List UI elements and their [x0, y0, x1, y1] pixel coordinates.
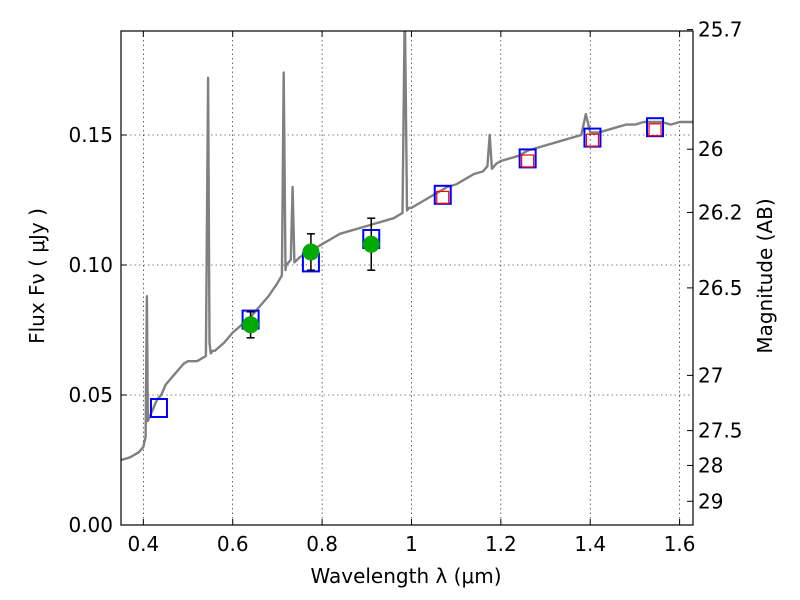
- y-axis-label: Flux Fν ( μJy ): [25, 208, 49, 344]
- red-square-point: [648, 123, 662, 137]
- y2-tick-label: 26.2: [698, 200, 743, 224]
- y-tick-label: 0.10: [68, 253, 113, 277]
- x-tick-label: 0.4: [127, 532, 159, 556]
- y2-tick-label: 29: [698, 489, 723, 513]
- observed-flux-point: [362, 235, 380, 253]
- x-tick-label: 0.8: [306, 532, 338, 556]
- y2-tick-label: 26: [698, 137, 723, 161]
- y2-tick-label: 27: [698, 363, 723, 387]
- y2-tick-label: 28: [698, 453, 723, 477]
- y2-ticks: 25.7 26 26.2 26.5 27 27.5 28 29: [687, 18, 743, 513]
- y2-tick-label: 25.7: [698, 18, 743, 42]
- x-axis-label: Wavelength λ (μm): [310, 564, 501, 588]
- model-square-point: [149, 398, 168, 418]
- x-ticks: 0.4 0.6 0.8 1 1.2 1.4 1.6: [127, 31, 696, 556]
- x-tick-label: 1.4: [574, 532, 606, 556]
- y-ticks: 0.00 0.05 0.10 0.15: [68, 123, 127, 537]
- observed-flux-point: [302, 243, 320, 261]
- x-tick-label: 1.2: [485, 532, 517, 556]
- y-tick-label: 0.15: [68, 123, 113, 147]
- y2-tick-label: 26.5: [698, 276, 743, 300]
- x-tick-label: 0.6: [217, 532, 249, 556]
- x-tick-label: 1.6: [664, 532, 696, 556]
- red-square-point: [521, 154, 535, 168]
- x-tick-label: 1: [405, 532, 418, 556]
- series-layer: [121, 31, 693, 462]
- y2-axis-label: Magnitude (AB): [753, 198, 777, 353]
- y2-tick-label: 27.5: [698, 419, 743, 443]
- plot-frame: [120, 30, 694, 526]
- y-tick-label: 0.05: [68, 383, 113, 407]
- grid: [121, 31, 693, 525]
- red-square-point: [436, 190, 450, 204]
- y-tick-label: 0.00: [68, 513, 113, 537]
- observed-flux-point: [242, 316, 260, 334]
- spectrum-line: [121, 31, 693, 462]
- red-square-point: [585, 133, 600, 147]
